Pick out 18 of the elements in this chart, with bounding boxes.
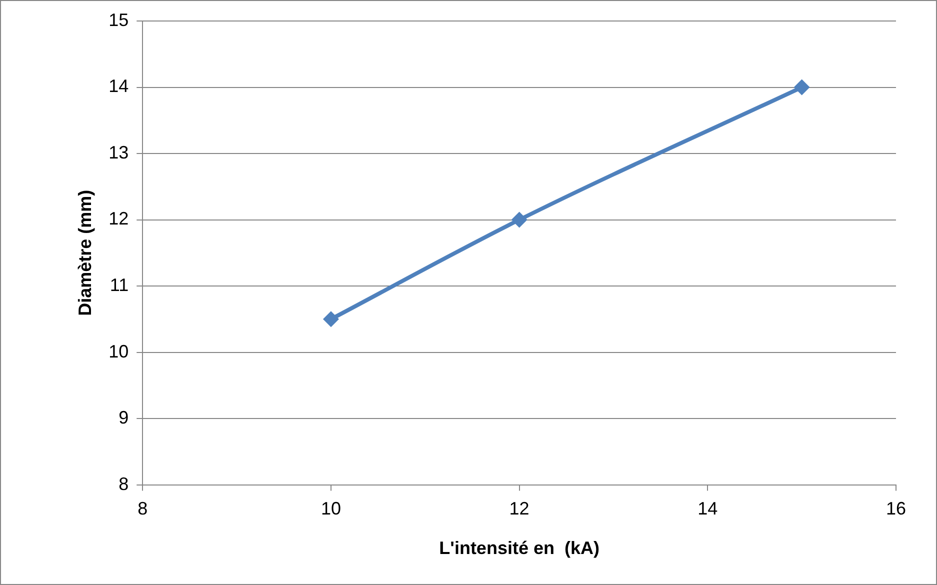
y-tick-label: 10	[108, 341, 129, 362]
y-axis-title: Diamètre (mm)	[74, 190, 95, 316]
x-tick-label: 16	[886, 498, 906, 519]
x-tick-label: 12	[509, 498, 530, 519]
y-tick-label: 9	[118, 408, 129, 428]
x-tick-label: 14	[698, 498, 718, 519]
y-tick-label: 13	[108, 142, 129, 162]
y-tick-label: 15	[108, 10, 129, 30]
y-tick-label: 12	[108, 208, 129, 229]
x-axis-title: L'intensité en (kA)	[439, 538, 600, 558]
x-tick-label: 8	[138, 498, 148, 519]
y-tick-label: 11	[110, 274, 129, 295]
point	[322, 311, 339, 328]
point	[794, 79, 810, 96]
y-tick-label: 8	[118, 474, 129, 494]
y-tick-label: 14	[108, 76, 129, 96]
x-tick-label: 10	[320, 498, 341, 519]
point	[511, 212, 528, 228]
